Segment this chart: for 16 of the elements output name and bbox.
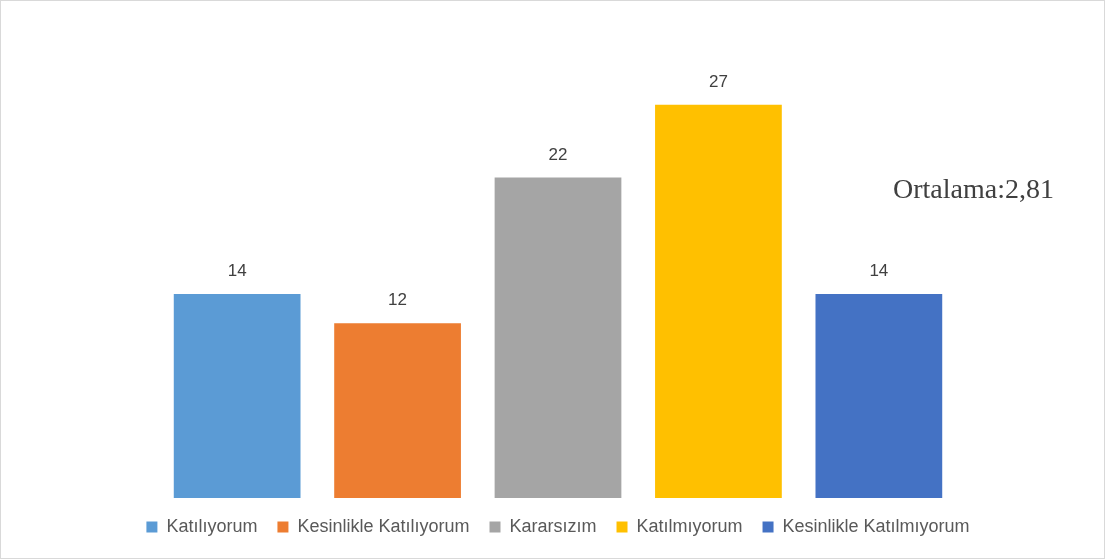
bar <box>815 294 943 498</box>
data-label: 14 <box>227 261 247 281</box>
data-label: 12 <box>388 290 408 310</box>
bar <box>173 294 301 498</box>
bar <box>494 177 622 498</box>
data-label: 27 <box>708 71 728 91</box>
bar <box>655 104 782 498</box>
legend-label: Katılmıyorum <box>636 515 743 536</box>
legend-label: Kesinlikle Katılıyorum <box>297 515 470 536</box>
data-label: 14 <box>869 261 889 281</box>
legend-label: Kararsızım <box>509 515 597 536</box>
bar <box>334 323 461 498</box>
annotation: Ortalama:2,81 <box>893 173 1054 205</box>
legend-label: Katılıyorum <box>166 515 258 536</box>
legend-label: Kesinlikle Katılmıyorum <box>782 515 970 536</box>
data-label: 22 <box>548 144 568 164</box>
